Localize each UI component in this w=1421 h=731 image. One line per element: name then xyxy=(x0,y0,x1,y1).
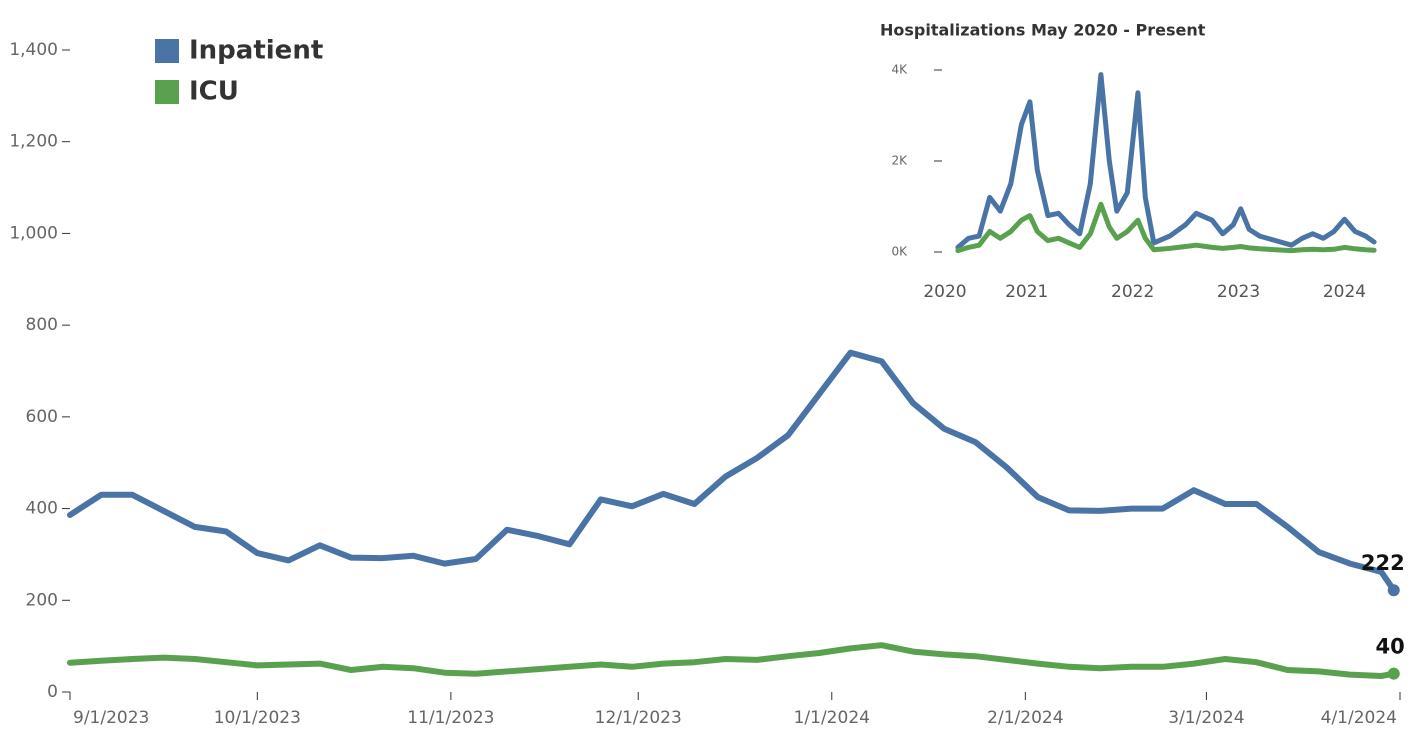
x-tick-label: 2020 xyxy=(923,282,966,302)
y-tick-label: 4K xyxy=(891,63,908,77)
y-tick-label: 1,200 xyxy=(9,132,58,152)
y-tick-label: 600 xyxy=(26,407,58,427)
y-tick-label: 400 xyxy=(26,499,58,519)
x-tick-label: 10/1/2023 xyxy=(214,708,301,728)
x-tick-label: 2021 xyxy=(1005,282,1048,302)
end-label: 222 xyxy=(1361,551,1405,575)
series-line xyxy=(67,349,1397,594)
end-dot xyxy=(1387,584,1400,597)
legend-swatch xyxy=(155,39,179,63)
x-tick-label: 1/1/2024 xyxy=(794,708,870,728)
x-tick-label: 12/1/2023 xyxy=(595,708,682,728)
series-line xyxy=(955,201,1377,254)
series-line xyxy=(67,642,1397,679)
x-tick-label: 4/1/2024 xyxy=(1321,708,1397,728)
x-tick-label: 2023 xyxy=(1217,282,1260,302)
end-label: 40 xyxy=(1376,635,1405,659)
y-tick-label: 1,000 xyxy=(9,223,58,243)
legend-swatch xyxy=(155,80,179,104)
y-tick-label: 2K xyxy=(891,154,908,168)
x-tick-label: 3/1/2024 xyxy=(1168,708,1244,728)
chart-title: Hospitalizations May 2020 - Present xyxy=(880,21,1206,40)
x-tick-label: 2024 xyxy=(1323,282,1366,302)
y-tick-label: 0 xyxy=(47,682,58,702)
series-line xyxy=(955,72,1377,250)
x-tick-label: 2/1/2024 xyxy=(987,708,1063,728)
legend-label: Inpatient xyxy=(189,36,323,66)
x-tick-label: 11/1/2023 xyxy=(407,708,494,728)
x-tick-label: 2022 xyxy=(1111,282,1154,302)
y-tick-label: 0K xyxy=(891,245,908,259)
y-tick-label: 1,400 xyxy=(9,40,58,60)
y-tick-label: 200 xyxy=(26,590,58,610)
x-tick-label: 9/1/2023 xyxy=(73,708,149,728)
legend-label: ICU xyxy=(189,77,239,107)
y-tick-label: 800 xyxy=(26,315,58,335)
end-dot xyxy=(1387,667,1400,680)
